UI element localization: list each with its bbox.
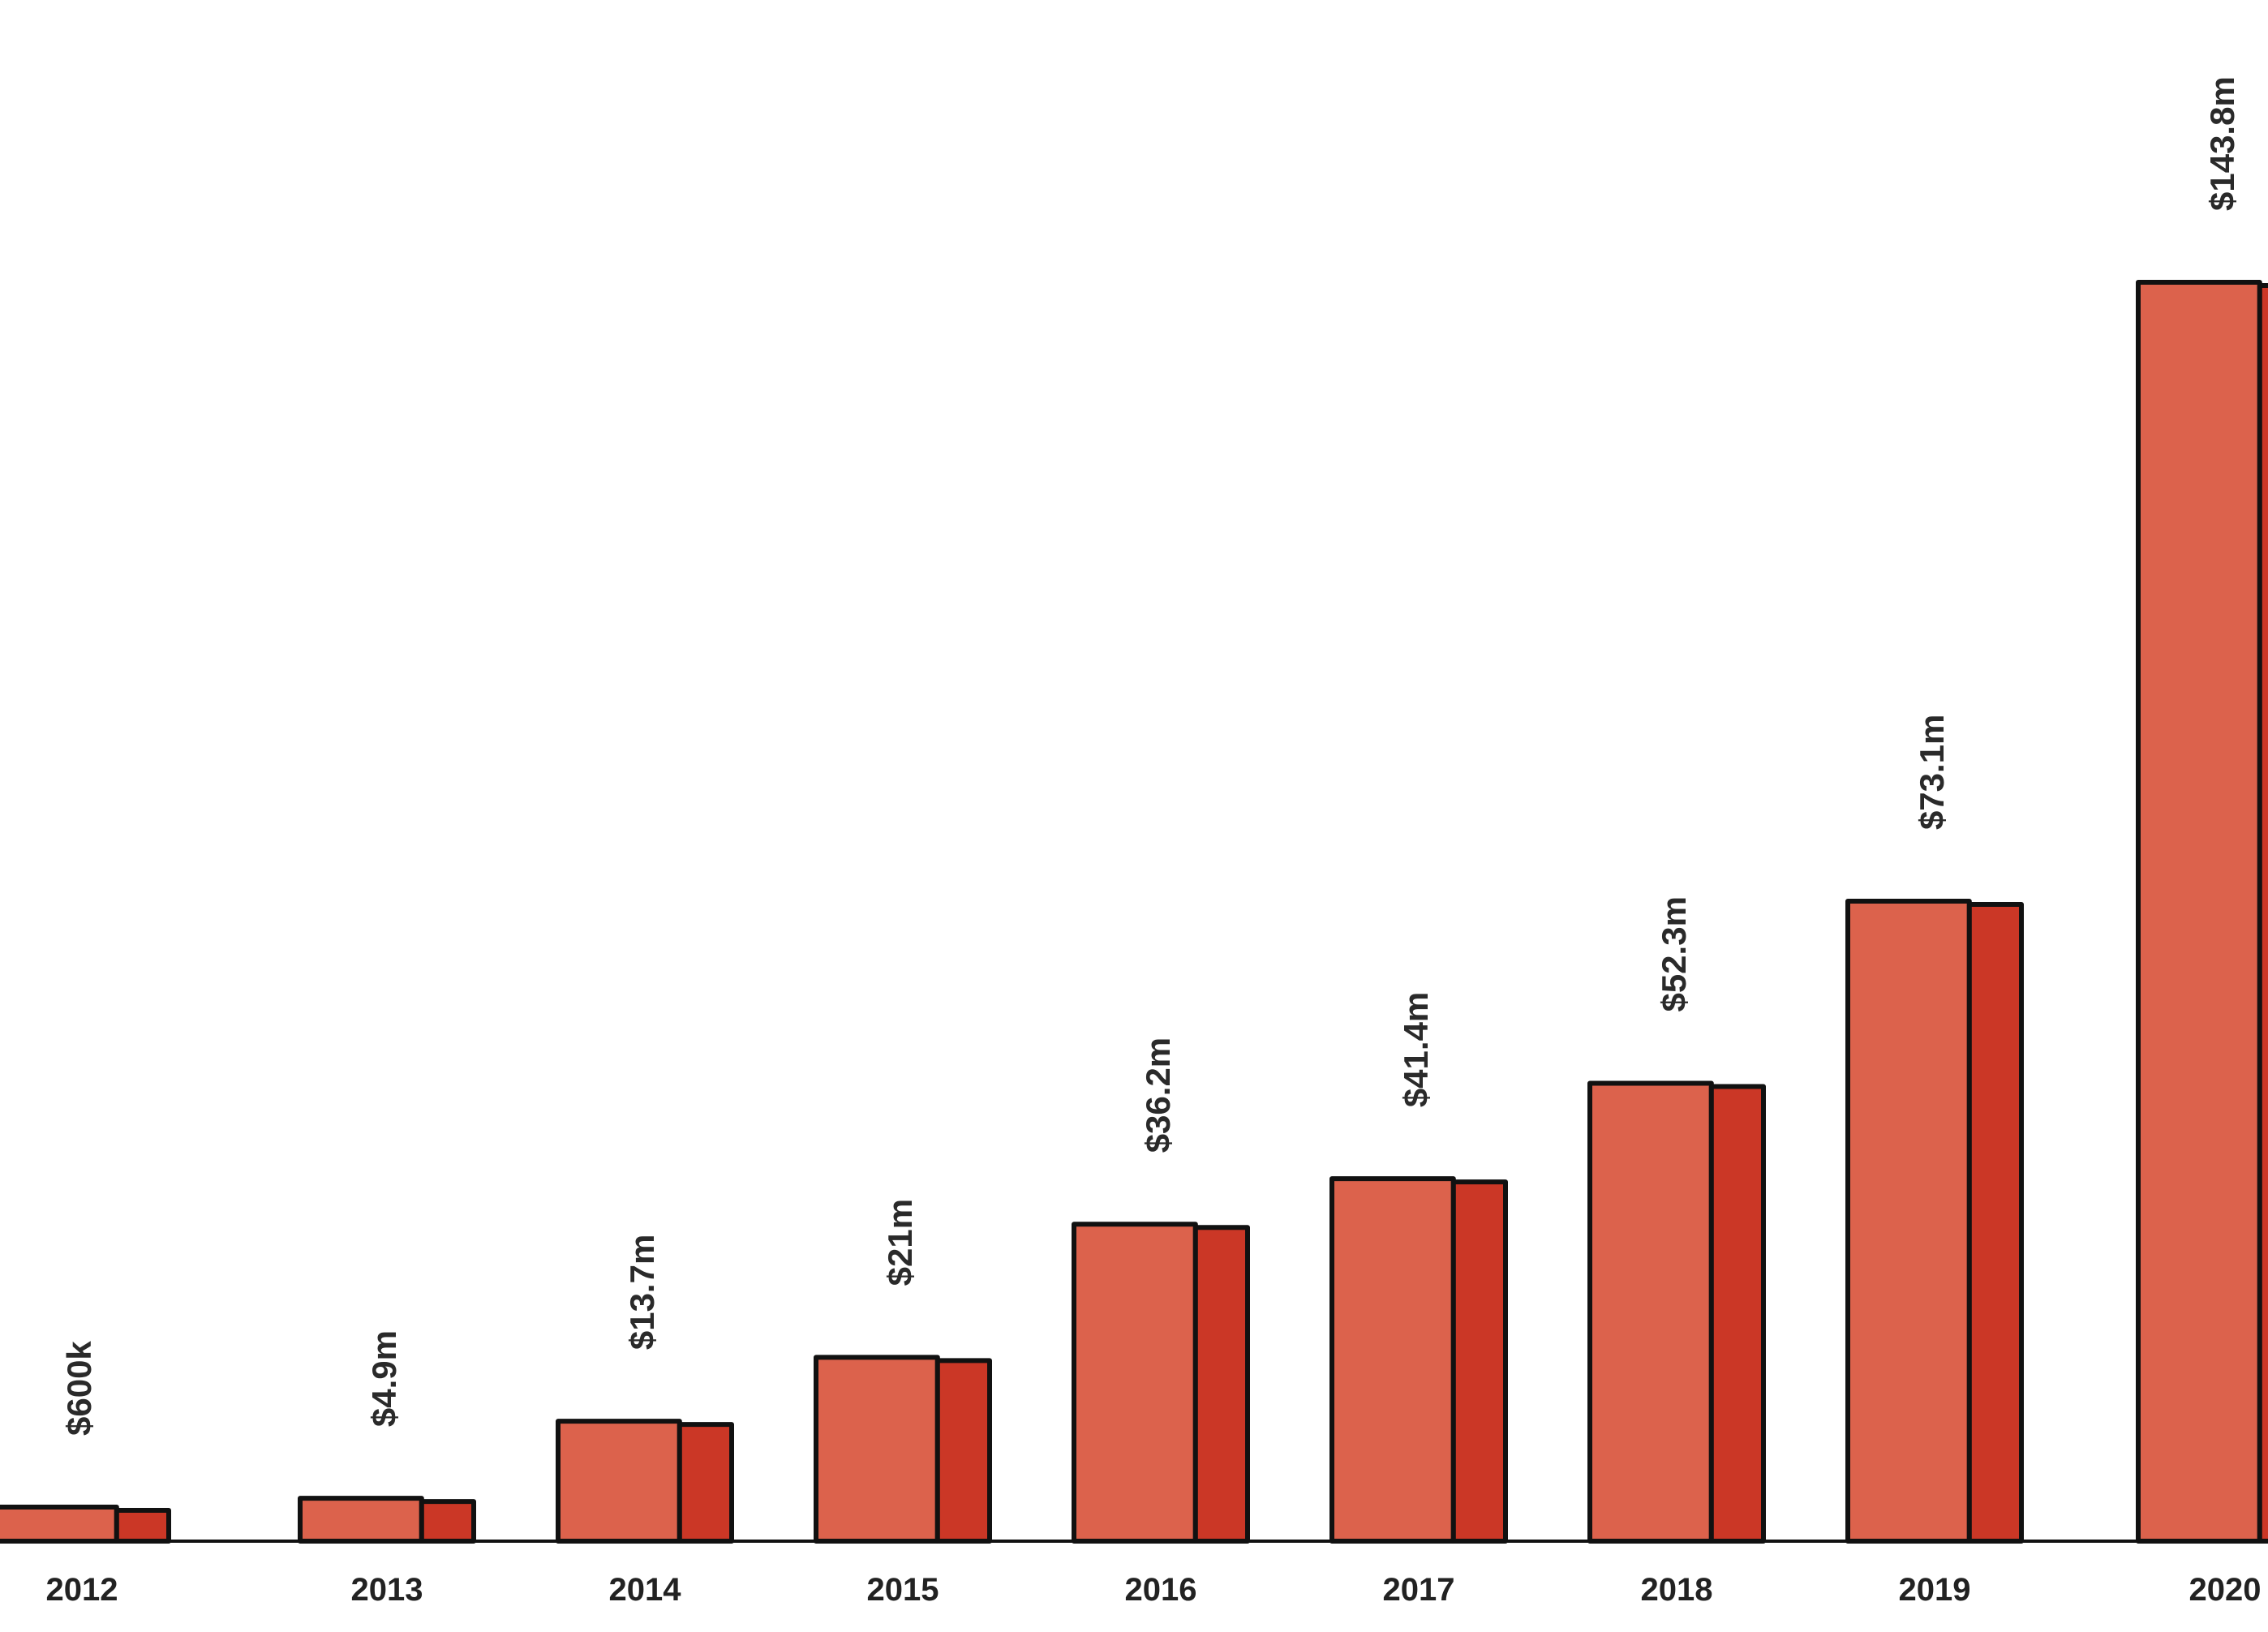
bar-2016 <box>1072 1222 1251 1544</box>
bar-side-2017 <box>1450 1179 1509 1544</box>
bar-2020 <box>2136 280 2268 1544</box>
bar-front-2019 <box>1845 899 1972 1544</box>
data-label-2020: $143.8m <box>2203 76 2241 211</box>
data-label-2014: $13.7m <box>623 1235 661 1350</box>
bar-front-2015 <box>814 1355 940 1544</box>
bar-2015 <box>814 1355 993 1544</box>
x-tick-label-2013: 2013 <box>351 1572 423 1608</box>
data-label-2017: $41.4m <box>1397 992 1435 1107</box>
bar-2014 <box>556 1419 734 1544</box>
x-tick-labels-layer: 2012 2013 2014 2015 2016 2017 2018 2019 2020 <box>46 1572 2262 1608</box>
x-tick-label-2014: 2014 <box>609 1572 682 1608</box>
x-tick-label-2016: 2016 <box>1125 1572 1197 1608</box>
bar-side-2012 <box>114 1508 171 1544</box>
x-tick-label-2018: 2018 <box>1641 1572 1713 1608</box>
bar-side-2014 <box>677 1422 734 1544</box>
bar-front-2013 <box>298 1496 424 1544</box>
data-label-2018: $52.3m <box>1655 896 1693 1011</box>
bar-front-2012 <box>0 1505 119 1544</box>
bar-side-2013 <box>419 1499 476 1544</box>
x-tick-label-2019: 2019 <box>1899 1572 1971 1608</box>
bar-front-2020 <box>2136 280 2262 1544</box>
data-label-2012: $600k <box>60 1341 98 1436</box>
bar-side-2019 <box>1966 902 2025 1544</box>
data-label-2013: $4.9m <box>365 1330 403 1427</box>
bar-2019 <box>1845 899 2025 1544</box>
bar-side-2015 <box>934 1358 993 1544</box>
bar-2012 <box>0 1505 171 1544</box>
data-label-2016: $36.2m <box>1139 1037 1177 1153</box>
x-tick-label-2020: 2020 <box>2189 1572 2262 1608</box>
data-labels-layer: $600k $4.9m $13.7m $21m $36.2m $41.4m $52.3m $7… <box>60 76 2241 1436</box>
bars-layer <box>0 280 2268 1544</box>
bar-front-2014 <box>556 1419 682 1544</box>
bar-side-2020 <box>2257 283 2268 1544</box>
bar-front-2018 <box>1587 1080 1714 1544</box>
x-tick-label-2015: 2015 <box>867 1572 939 1608</box>
bar-2018 <box>1587 1080 1767 1544</box>
x-tick-label-2017: 2017 <box>1383 1572 1455 1608</box>
bar-side-2016 <box>1192 1225 1251 1544</box>
bar-front-2016 <box>1072 1222 1198 1544</box>
bar-side-2018 <box>1708 1084 1767 1544</box>
data-label-2019: $73.1m <box>1913 715 1951 830</box>
data-label-2015: $21m <box>881 1199 919 1286</box>
x-tick-label-2012: 2012 <box>46 1572 118 1608</box>
bar-2013 <box>298 1496 476 1544</box>
bar-front-2017 <box>1329 1176 1456 1544</box>
bar-2017 <box>1329 1176 1509 1544</box>
